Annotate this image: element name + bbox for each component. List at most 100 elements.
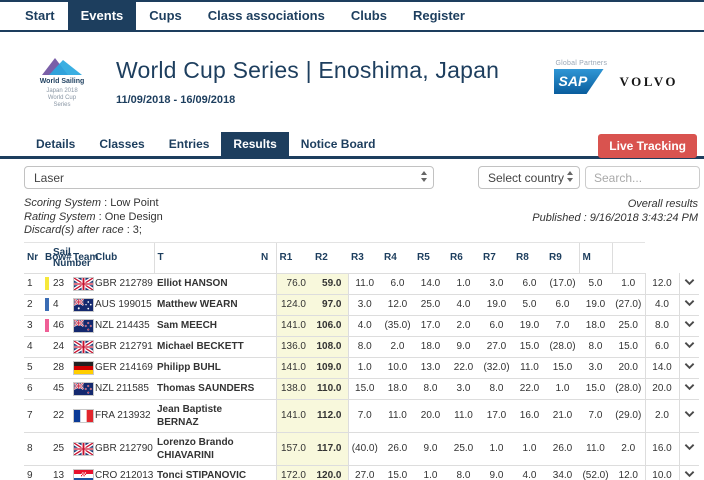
race-score: 15.0 [347,378,381,400]
net-points: 97.0 [312,294,348,316]
filter-bar: Laser Select country [0,166,704,189]
live-tracking-button[interactable]: Live Tracking [598,134,697,158]
medal-race-score: 10.0 [644,465,679,480]
chevron-down-icon [684,362,695,373]
bib-color-pink [45,318,49,332]
race-score: 26.0 [381,432,414,466]
class-select[interactable]: Laser [24,166,434,189]
race-score: 11.0 [447,399,480,433]
nav-item-events[interactable]: Events [67,2,137,30]
expand-row-button[interactable] [678,315,699,337]
rank-cell: 7 [24,399,42,433]
expand-row-button[interactable] [678,273,699,295]
nav-item-class-associations[interactable]: Class associations [207,8,325,23]
race-score: 26.0 [546,432,579,466]
fra-flag-icon [73,408,94,423]
race-score: (28.0) [546,336,579,358]
race-score: 2.0 [381,336,414,358]
team-name: Michael BECKETT [154,336,258,358]
medal-race-score: 4.0 [644,294,679,316]
expand-row-button[interactable] [678,432,699,466]
race-score: (28.0) [612,378,645,400]
class-select-value: Laser [34,170,65,185]
nav-item-clubs[interactable]: Clubs [350,8,387,23]
race-score: 8.0 [347,336,381,358]
gbr-flag-icon [73,441,94,456]
race-score: 15.0 [579,378,612,400]
tab-notice-board[interactable]: Notice Board [300,137,376,151]
race-score: 15.0 [612,336,645,358]
race-score: 18.0 [414,336,447,358]
total-points: 141.0 [275,315,312,337]
team-name: Tonci STIPANOVIC [154,465,258,480]
info-line-rating-system: Rating System : One Design [24,211,163,225]
flag-cell [70,465,94,480]
race-score: 11.0 [381,399,414,433]
race-score: 25.0 [414,294,447,316]
club-cell [258,357,276,379]
medal-race-score: 14.0 [644,357,679,379]
race-score: 12.0 [381,294,414,316]
expand-row-button[interactable] [678,399,699,433]
race-score: 8.0 [579,336,612,358]
race-score: 14.0 [414,273,447,295]
team-name: Elliot HANSON [154,273,258,295]
race-score: 15.0 [513,336,546,358]
race-score: 9.0 [480,465,513,480]
expand-row-button[interactable] [678,378,699,400]
club-cell [258,294,276,316]
race-score: 1.0 [447,273,480,295]
bow-number: 46 [50,315,70,337]
team-name: Matthew WEARN [154,294,258,316]
bib-cell [42,315,50,337]
team-name: Lorenzo Brando CHIAVARINI [154,432,258,466]
sail-number: FRA 213932 [92,399,154,433]
club-cell [258,336,276,358]
race-score: 25.0 [447,432,480,466]
expand-row-button[interactable] [678,465,699,480]
medal-race-score: 8.0 [644,315,679,337]
tab-details[interactable]: Details [36,137,76,151]
info-line-label: Scoring System [24,197,102,209]
race-score: 21.0 [546,399,579,433]
flag-cell [70,432,94,466]
race-score: 3.0 [347,294,381,316]
select-arrows-icon [420,170,428,186]
race-score: 27.0 [480,336,513,358]
medal-race-score: 2.0 [644,399,679,433]
nav-item-cups[interactable]: Cups [149,8,182,23]
expand-row-button[interactable] [678,357,699,379]
volvo-logo: VOLVO [619,73,678,89]
result-row: 9 13 CRO 212013 Tonci STIPANOVIC 172.0 120.0 2… [24,465,699,480]
club-cell [258,399,276,433]
expand-row-button[interactable] [678,336,699,358]
country-select[interactable]: Select country [478,166,580,189]
rank-cell: 5 [24,357,42,379]
bib-cell [42,294,50,316]
race-score: 5.0 [579,273,612,295]
total-points: 124.0 [275,294,312,316]
result-row: 8 25 GBR 212790 Lorenzo Brando CHIAVARINI 15… [24,432,699,466]
search-input[interactable] [585,166,700,189]
bow-number: 28 [50,357,70,379]
club-cell [258,465,276,480]
world-sailing-logo: World Sailing Japan 2018 World Cup Serie… [28,56,96,109]
race-score: (29.0) [612,399,645,433]
race-score: 4.0 [447,294,480,316]
nav-item-start[interactable]: Start [25,8,55,23]
published-timestamp: Published : 9/16/2018 3:43:24 PM [532,212,698,224]
info-line-label: Discard(s) after race [24,224,124,236]
race-score: 3.0 [447,378,480,400]
race-score: 6.0 [546,294,579,316]
sail-number: NZL 211585 [92,378,154,400]
expand-row-button[interactable] [678,294,699,316]
rank-cell: 9 [24,465,42,480]
cro-flag-icon [73,468,94,480]
event-tabs: Details Classes Entries Results Notice Board… [0,132,704,159]
total-points: 138.0 [275,378,312,400]
chevron-down-icon [684,320,695,331]
nav-item-register[interactable]: Register [412,8,465,23]
tab-entries[interactable]: Entries [168,137,210,151]
tab-results[interactable]: Results [221,132,289,156]
tab-classes[interactable]: Classes [99,137,145,151]
